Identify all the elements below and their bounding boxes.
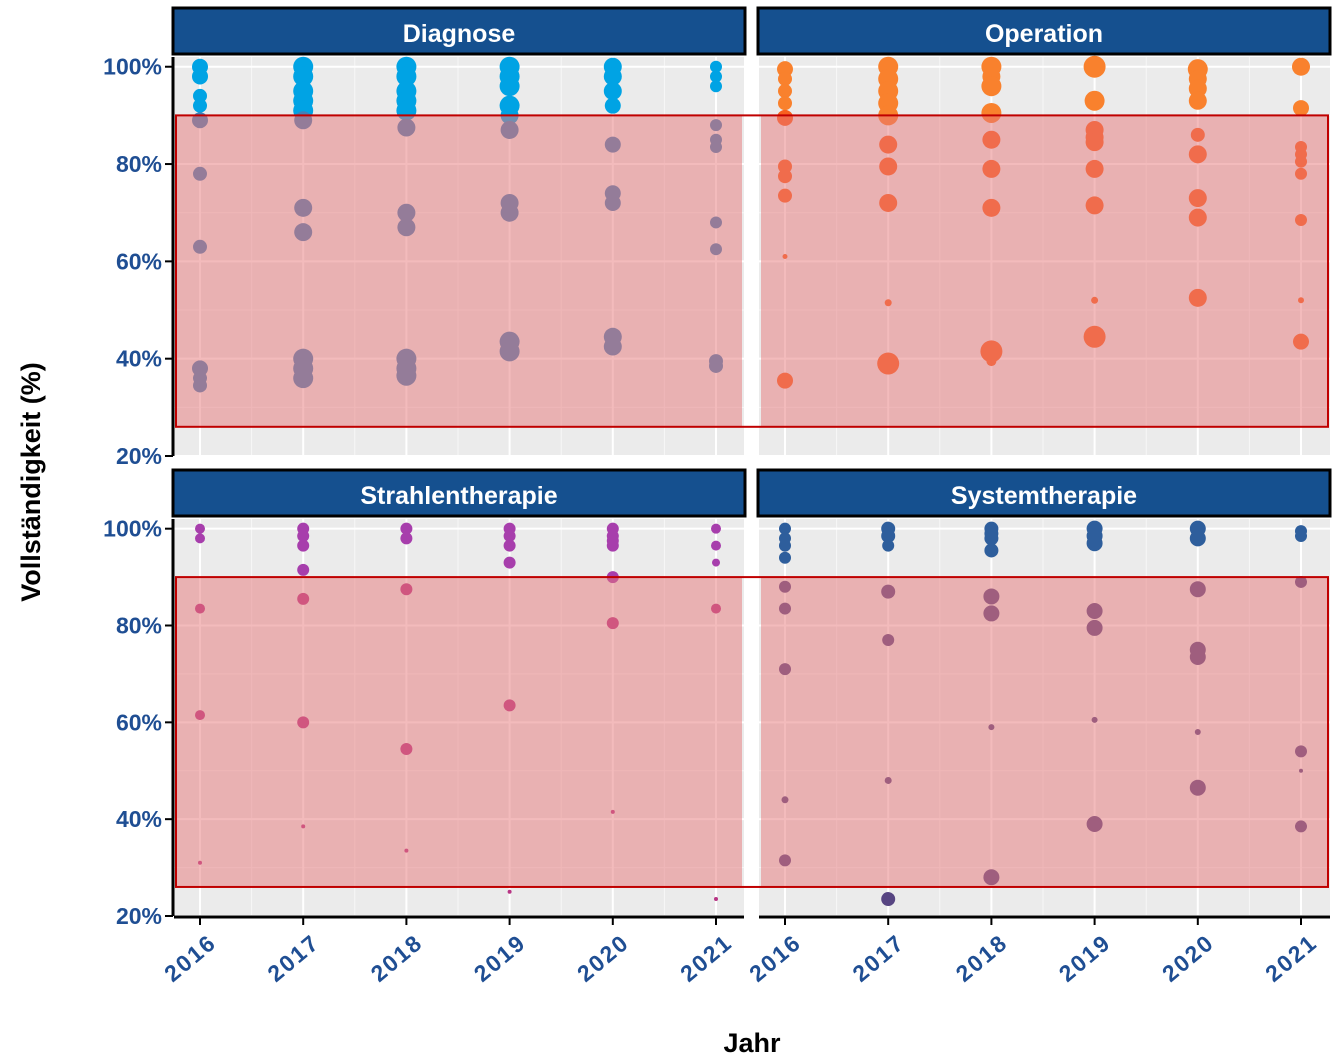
data-point (499, 76, 520, 97)
y-tick-label: 20% (116, 903, 162, 929)
panel-title-diagnose: Diagnose (403, 20, 516, 48)
data-point (1292, 57, 1310, 76)
y-tick-label: 100% (103, 516, 162, 542)
x-tick-label: 2016 (744, 929, 806, 987)
data-point (293, 66, 314, 87)
y-tick-label: 60% (116, 248, 162, 274)
panel-strahlentherapie (174, 519, 744, 917)
highlight-band (761, 577, 1328, 887)
data-point (711, 540, 721, 551)
data-point (606, 539, 619, 552)
data-point (710, 70, 722, 83)
data-point (193, 98, 207, 113)
data-point (195, 523, 205, 534)
y-tick-label: 60% (116, 709, 162, 735)
strip-operation: Operation (756, 6, 1332, 56)
strip-systemtherapie: Systemtherapie (756, 468, 1332, 518)
y-tick-label: 40% (116, 806, 162, 832)
data-point (881, 892, 896, 907)
data-point (779, 551, 791, 564)
data-point (396, 66, 417, 87)
x-tick-label: 2018 (366, 929, 428, 987)
x-tick-label: 2021 (1260, 929, 1322, 987)
data-point (1189, 530, 1206, 547)
data-point (604, 97, 621, 114)
data-point (778, 71, 792, 86)
data-point (400, 532, 413, 545)
y-tick-label: 20% (116, 443, 162, 469)
data-point (984, 543, 999, 558)
data-point (778, 84, 792, 99)
y-tick-label: 80% (116, 613, 162, 639)
panel-systemtherapie (759, 519, 1330, 917)
highlight-band (761, 115, 1328, 427)
data-point (714, 897, 718, 902)
panel-title-systemtherapie: Systemtherapie (951, 482, 1137, 510)
data-point (603, 67, 622, 86)
data-point (882, 539, 895, 552)
x-tick-label: 2017 (847, 929, 909, 987)
data-point (1295, 529, 1307, 542)
panel-title-strahlentherapie: Strahlentherapie (360, 482, 557, 510)
data-point (710, 80, 722, 93)
panel-operation (759, 55, 1330, 457)
x-tick-label: 2019 (1054, 929, 1116, 987)
data-point (984, 531, 999, 546)
data-point (710, 60, 722, 73)
data-point (1084, 90, 1105, 111)
x-tick-label: 2016 (159, 929, 221, 987)
data-point (779, 539, 791, 552)
x-tick-label: 2017 (262, 929, 324, 987)
data-point (503, 529, 516, 542)
data-point (1083, 55, 1106, 78)
data-point (297, 529, 310, 542)
data-point (603, 82, 622, 101)
y-tick-label: 100% (103, 54, 162, 80)
data-point (712, 558, 720, 567)
data-point (195, 533, 205, 544)
data-point (503, 539, 516, 552)
highlight-band-border (175, 576, 1329, 888)
x-tick-label: 2020 (572, 929, 634, 987)
highlight-band-border (175, 114, 1329, 428)
data-point (507, 889, 512, 894)
x-tick-label: 2019 (469, 929, 531, 987)
x-tick-label: 2018 (951, 929, 1013, 987)
y-axis-title: Vollständigkeit (%) (16, 362, 46, 602)
data-point (297, 563, 310, 576)
data-point (503, 556, 516, 569)
y-tick-label: 40% (116, 346, 162, 372)
data-point (400, 522, 413, 535)
data-point (193, 88, 207, 103)
x-tick-label: 2020 (1157, 929, 1219, 987)
data-point (981, 76, 1002, 97)
data-point (779, 522, 791, 535)
strip-diagnose: Diagnose (171, 6, 747, 56)
data-point (778, 96, 792, 111)
data-point (1293, 100, 1309, 117)
strip-strahlentherapie: Strahlentherapie (171, 468, 747, 518)
highlight-band (176, 577, 742, 887)
data-point (192, 68, 208, 85)
highlight-band (176, 115, 742, 427)
x-tick-label: 2021 (675, 929, 737, 987)
y-tick-label: 80% (116, 151, 162, 177)
panel-title-operation: Operation (985, 20, 1103, 48)
data-point (1086, 535, 1103, 552)
x-axis-title: Jahr (723, 1028, 781, 1058)
data-point (1188, 91, 1207, 110)
panel-diagnose (174, 56, 744, 457)
data-point (881, 528, 896, 543)
data-point (711, 523, 721, 534)
data-point (297, 539, 310, 552)
